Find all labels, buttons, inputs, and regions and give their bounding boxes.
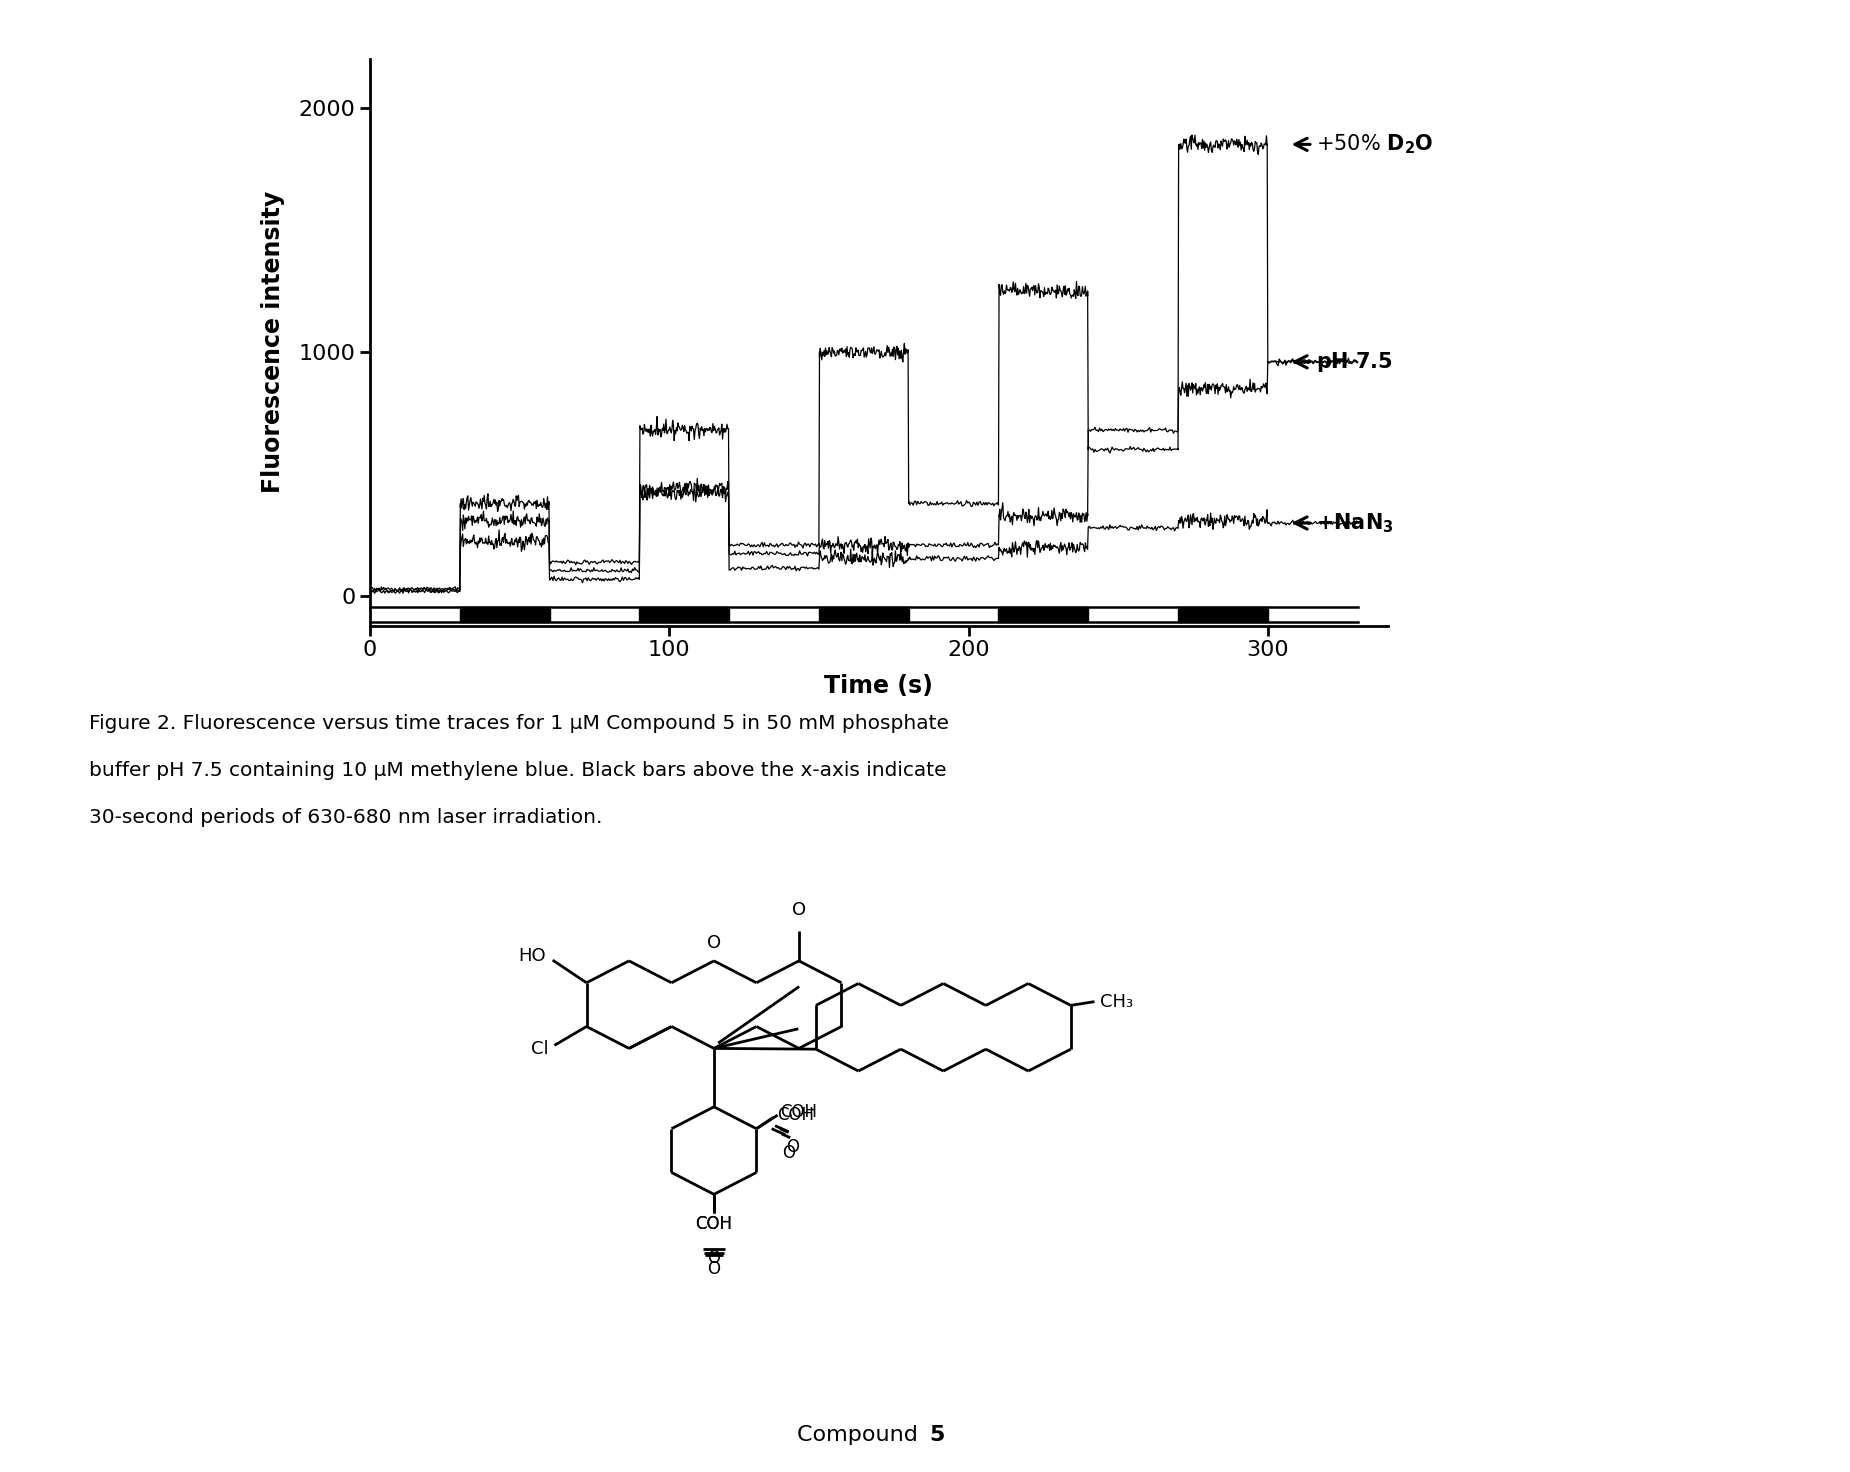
Bar <box>1178 606 1267 623</box>
Text: COH: COH <box>696 1216 733 1234</box>
Text: COH: COH <box>777 1105 814 1125</box>
Text: COH: COH <box>781 1103 818 1122</box>
Text: $\mathbf{pH\ 7.5}$: $\mathbf{pH\ 7.5}$ <box>1295 350 1393 374</box>
Bar <box>999 606 1088 623</box>
Text: $+50\%\ \mathbf{D_2O}$: $+50\%\ \mathbf{D_2O}$ <box>1295 132 1434 156</box>
Text: buffer pH 7.5 containing 10 μM methylene blue. Black bars above the x-axis indic: buffer pH 7.5 containing 10 μM methylene… <box>89 761 947 780</box>
Text: CH₃: CH₃ <box>1101 992 1134 1011</box>
Text: Compound: Compound <box>797 1425 925 1444</box>
Bar <box>820 606 908 623</box>
Text: O: O <box>707 1260 720 1278</box>
Y-axis label: Fluorescence intensity: Fluorescence intensity <box>261 191 285 493</box>
Text: Cl: Cl <box>531 1041 548 1058</box>
Text: O: O <box>783 1144 796 1161</box>
Text: $\mathbf{+NaN_3}$: $\mathbf{+NaN_3}$ <box>1295 511 1393 534</box>
Text: O: O <box>707 1248 720 1267</box>
Text: HO: HO <box>518 948 546 966</box>
Text: Figure 2. Fluorescence versus time traces for 1 μM Compound 5 in 50 mM phosphate: Figure 2. Fluorescence versus time trace… <box>89 714 949 733</box>
Bar <box>461 606 549 623</box>
Text: O: O <box>786 1138 799 1156</box>
Text: 30-second periods of 630-680 nm laser irradiation.: 30-second periods of 630-680 nm laser ir… <box>89 808 601 827</box>
X-axis label: Time (s): Time (s) <box>825 674 932 698</box>
Text: O: O <box>707 933 722 952</box>
Text: O: O <box>792 901 807 920</box>
Bar <box>640 606 729 623</box>
Text: 5: 5 <box>929 1425 945 1444</box>
Text: COH: COH <box>696 1216 733 1234</box>
